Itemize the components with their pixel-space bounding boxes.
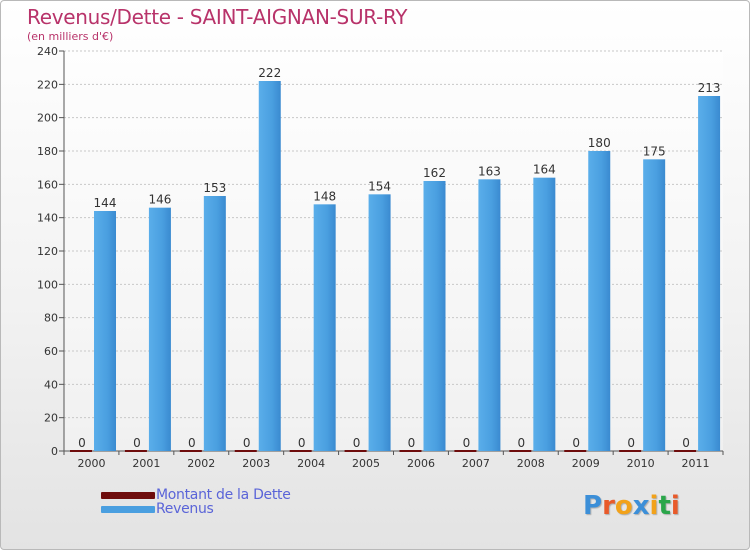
legend-swatch-revenus [101,506,155,513]
legend-label-revenus: Revenus [156,501,214,517]
data-label-dette: 0 [408,436,416,450]
y-tick-label: 100 [37,278,58,291]
bar-dette [509,450,532,452]
chart-subtitle: (en milliers d'€) [27,30,114,43]
bar-dette [674,450,697,452]
data-label-revenus: 180 [588,136,611,150]
bar-revenus [368,194,391,452]
x-tick-label: 2002 [187,457,215,470]
legend-swatch-dette [101,492,155,499]
data-label-revenus: 154 [368,179,391,193]
x-tick-label: 2010 [627,457,655,470]
y-tick-label: 60 [44,345,58,358]
x-tick-label: 2005 [352,457,380,470]
bar-dette [564,450,587,452]
y-tick-label: 240 [37,45,58,58]
data-label-revenus: 222 [258,66,281,80]
data-label-dette: 0 [353,436,361,450]
bar-dette [234,450,257,452]
legend-label-dette: Montant de la Dette [156,487,291,503]
y-tick-label: 40 [44,378,58,391]
logo-letter: P [583,491,603,521]
bar-revenus [643,159,666,452]
x-tick-label: 2001 [132,457,160,470]
y-tick-label: 20 [44,412,58,425]
data-label-revenus: 213 [698,81,721,95]
data-label-revenus: 153 [203,181,226,195]
chart-title: Revenus/Dette - SAINT-AIGNAN-SUR-RY [27,5,408,29]
x-tick-label: 2011 [682,457,710,470]
data-label-dette: 0 [188,436,196,450]
data-label-dette: 0 [572,436,580,450]
data-label-revenus: 162 [423,166,446,180]
logo-letter: t [658,491,671,521]
bar-revenus [588,151,611,451]
x-tick-label: 2000 [77,457,105,470]
data-label-revenus: 146 [148,193,171,207]
logo-letter: i [649,491,659,521]
bar-revenus [478,179,501,452]
logo-letter: i [670,491,680,521]
y-tick-label: 200 [37,112,58,125]
data-label-dette: 0 [627,436,635,450]
data-label-dette: 0 [298,436,306,450]
y-tick-label: 180 [37,145,58,158]
x-tick-label: 2008 [517,457,545,470]
data-label-revenus: 144 [94,196,117,210]
x-tick-label: 2004 [297,457,325,470]
bar-dette [124,450,147,452]
data-label-dette: 0 [463,436,471,450]
x-tick-label: 2003 [242,457,270,470]
y-tick-label: 80 [44,312,58,325]
x-tick-label: 2007 [462,457,490,470]
data-label-dette: 0 [518,436,526,450]
bar-dette [344,450,367,452]
data-label-revenus: 163 [478,164,501,178]
logo-letter: o [614,491,633,521]
bar-dette [454,450,477,452]
proxiti-logo: Proxiti [583,491,680,521]
bar-revenus [148,207,171,451]
bar-revenus [94,211,116,451]
data-label-dette: 0 [133,436,141,450]
x-tick-label: 2009 [572,457,600,470]
data-label-revenus: 164 [533,163,556,177]
bar-revenus [258,81,281,451]
logo-letter: r [602,491,615,521]
y-tick-label: 0 [51,445,58,458]
y-tick-label: 220 [37,78,58,91]
bar-revenus [313,204,336,451]
bar-dette [70,450,92,452]
bar-dette [289,450,312,452]
x-tick-label: 2006 [407,457,435,470]
bar-revenus [203,196,226,451]
bar-revenus [698,96,721,451]
y-tick-label: 160 [37,178,58,191]
bar-revenus [423,181,446,451]
data-label-dette: 0 [243,436,251,450]
logo-letter: x [632,491,650,521]
data-label-dette: 0 [78,436,86,450]
y-tick-label: 140 [37,212,58,225]
y-tick-label: 120 [37,245,58,258]
bar-dette [619,450,642,452]
bar-dette [179,450,202,452]
data-label-revenus: 175 [643,144,666,158]
data-label-dette: 0 [682,436,690,450]
data-label-revenus: 148 [313,189,336,203]
bar-dette [399,450,422,452]
bar-revenus [533,177,556,451]
